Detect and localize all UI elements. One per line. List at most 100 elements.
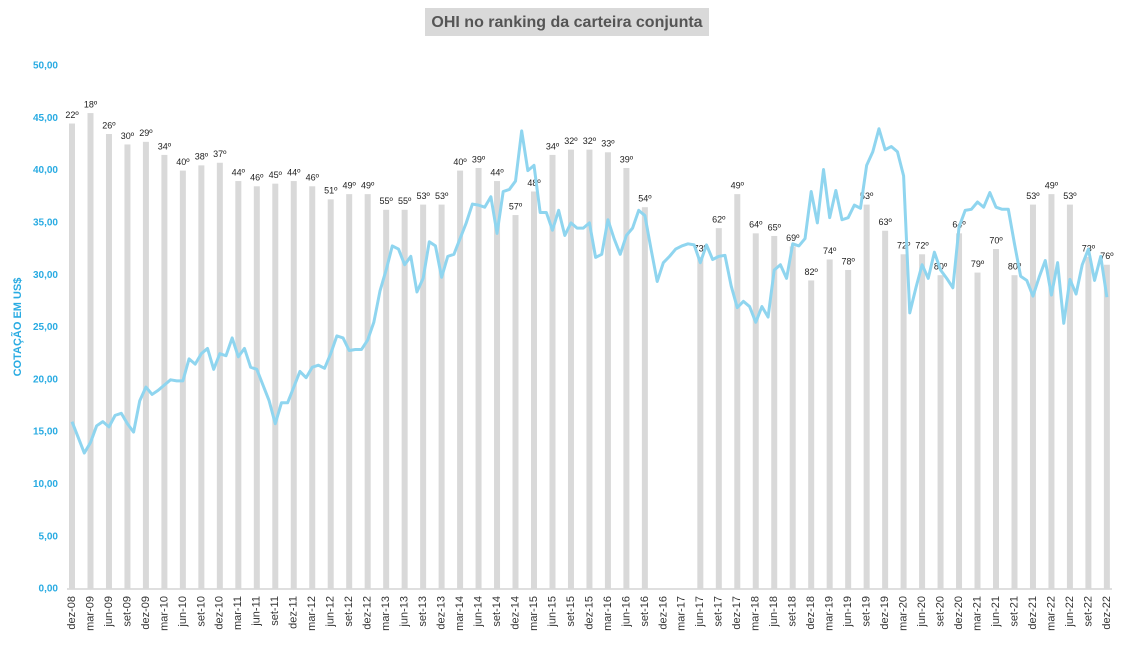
- bar: [364, 194, 371, 589]
- x-tick-label: jun-20: [916, 596, 928, 628]
- data-label: 40º: [176, 157, 190, 167]
- bar: [1103, 264, 1110, 589]
- bar: [142, 141, 149, 589]
- bar: [697, 256, 704, 589]
- data-label: 32º: [564, 136, 578, 146]
- bar: [919, 254, 926, 589]
- bar: [457, 170, 464, 589]
- data-label: 44º: [490, 167, 504, 177]
- bar: [734, 194, 741, 589]
- x-tick-label: dez-17: [731, 596, 743, 630]
- x-tick-label: jun-19: [842, 596, 854, 628]
- data-label: 73º: [694, 243, 708, 253]
- data-label: 39º: [620, 154, 634, 164]
- data-label: 37º: [213, 149, 227, 159]
- bar: [974, 272, 981, 589]
- bar: [641, 207, 648, 589]
- data-label: 63º: [878, 217, 892, 227]
- x-tick-label: mar-12: [306, 596, 318, 631]
- x-tick-label: set-13: [417, 596, 429, 627]
- data-label: 48º: [527, 178, 541, 188]
- x-tick-label: dez-22: [1101, 596, 1113, 630]
- bar: [789, 246, 796, 589]
- bar: [1085, 256, 1092, 589]
- bar: [826, 259, 833, 589]
- data-label: 82º: [805, 267, 819, 277]
- data-label: 39º: [472, 154, 486, 164]
- x-tick-label: set-12: [343, 596, 355, 627]
- x-tick-label: jun-10: [177, 596, 189, 628]
- x-tick-label: mar-21: [971, 596, 983, 631]
- price-line: [70, 127, 1109, 455]
- x-tick-label: mar-18: [750, 596, 762, 631]
- bar: [604, 152, 611, 590]
- bar: [808, 280, 815, 589]
- x-tick-label: dez-15: [583, 596, 595, 630]
- chart-title: OHI no ranking da carteira conjunta: [431, 14, 702, 31]
- x-tick-label: set-18: [787, 596, 799, 627]
- bar: [475, 167, 482, 590]
- data-label: 53º: [860, 191, 874, 201]
- x-tick-label: dez-21: [1027, 596, 1039, 630]
- bar: [198, 165, 205, 589]
- bar: [494, 181, 501, 589]
- x-tick-label: mar-09: [84, 596, 96, 631]
- y-tick-label: 20,00: [33, 374, 58, 385]
- data-label: 44º: [287, 167, 301, 177]
- y-tick-label: 15,00: [33, 427, 58, 438]
- x-tick-label: set-19: [861, 596, 873, 627]
- data-label: 62º: [712, 215, 726, 225]
- bar: [1066, 204, 1073, 589]
- bar: [309, 186, 316, 590]
- data-label: 80º: [1008, 262, 1022, 272]
- y-tick-label: 50,00: [33, 61, 58, 72]
- bar: [567, 149, 574, 589]
- x-tick-label: mar-14: [454, 596, 466, 631]
- bar: [69, 123, 75, 589]
- bar: [272, 183, 279, 590]
- data-label: 18º: [84, 99, 98, 109]
- data-label: 79º: [971, 259, 985, 269]
- x-tick-label: set-09: [121, 596, 133, 627]
- data-label: 44º: [232, 167, 246, 177]
- bar: [327, 199, 334, 590]
- x-tick-label: set-21: [1008, 596, 1020, 627]
- x-tick-label: jun-22: [1064, 596, 1076, 628]
- x-tick-label: dez-16: [657, 596, 669, 630]
- bar: [531, 191, 537, 589]
- bar: [752, 233, 759, 590]
- bar: [771, 235, 778, 589]
- data-label: 55º: [398, 196, 412, 206]
- bar: [420, 204, 427, 589]
- data-label: 29º: [139, 128, 153, 138]
- data-label: 33º: [601, 139, 615, 149]
- data-label: 38º: [195, 152, 209, 162]
- x-tick-label: jun-16: [620, 596, 632, 628]
- y-tick-label: 0,00: [39, 584, 59, 595]
- data-label: 55º: [380, 196, 394, 206]
- bar: [253, 186, 260, 590]
- data-label: 26º: [102, 120, 116, 130]
- x-tick-label: dez-19: [879, 596, 891, 630]
- x-tick-label: mar-15: [528, 596, 540, 631]
- x-tick-label: dez-20: [953, 596, 965, 630]
- data-label: 64º: [749, 220, 763, 230]
- bar: [105, 133, 112, 590]
- x-tick-label: dez-11: [288, 596, 300, 629]
- bar: [863, 204, 870, 589]
- bar: [346, 194, 353, 589]
- bar: [586, 149, 593, 589]
- data-label: 57º: [509, 201, 523, 211]
- data-label: 53º: [435, 191, 449, 201]
- x-tick-label: jun-18: [768, 596, 780, 628]
- y-tick-label: 45,00: [33, 113, 58, 124]
- y-tick-label: 35,00: [33, 218, 58, 229]
- data-label: 34º: [546, 141, 560, 151]
- data-label: 45º: [269, 170, 283, 180]
- x-tick-label: jun-17: [694, 596, 706, 628]
- bar: [549, 154, 556, 589]
- data-label: 54º: [638, 194, 652, 204]
- data-label: 46º: [250, 173, 264, 183]
